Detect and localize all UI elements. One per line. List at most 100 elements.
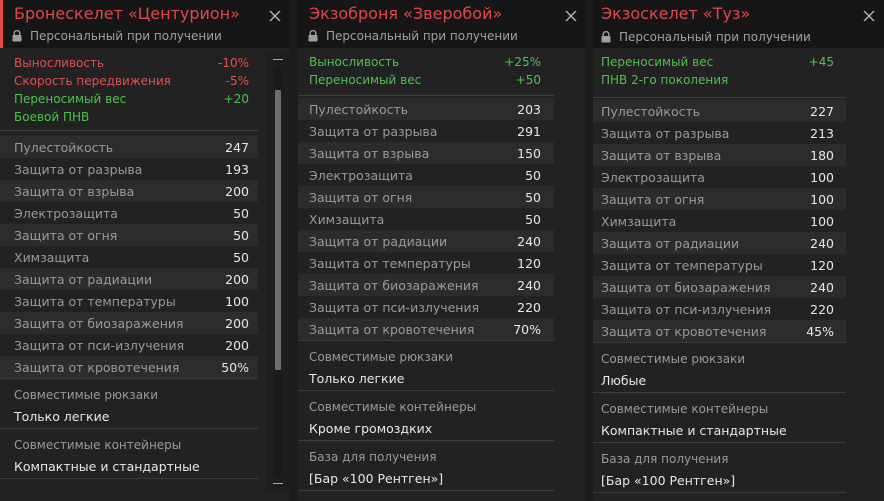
- stat-value: 213: [810, 125, 834, 141]
- stat-row: Защита от радиации 240: [298, 230, 554, 252]
- stat-row: Химзащита 100: [593, 210, 846, 232]
- scroll-down-button[interactable]: [273, 483, 283, 484]
- lock-icon: [12, 30, 22, 42]
- stat-name: Пулестойкость: [309, 101, 409, 117]
- stat-row: Защита от пси-излучения 220: [298, 296, 554, 318]
- item-panel-centurion: Бронескелет «Центурион» Персональный при…: [0, 0, 290, 501]
- stat-name: Химзащита: [309, 211, 385, 227]
- stat-value: 50: [233, 227, 249, 243]
- effects-section: Выносливость +25% Переносимый вес +50: [298, 48, 554, 96]
- close-button[interactable]: [859, 6, 879, 26]
- info-label: Совместимые рюкзаки: [14, 388, 159, 402]
- stat-row: Пулестойкость 227: [593, 100, 846, 122]
- scroll-up-button[interactable]: [273, 59, 283, 60]
- stat-name: Защита от взрыва: [14, 183, 135, 199]
- info-label: Совместимые рюкзаки: [309, 350, 454, 364]
- scroll-thumb[interactable]: [275, 90, 281, 370]
- effect-row: Скорость передвижения -5%: [0, 72, 258, 90]
- stat-row: Защита от радиации 240: [593, 232, 846, 254]
- effect-value: +25%: [504, 55, 541, 69]
- info-label: База для получения: [309, 450, 437, 464]
- stat-name: Защита от разрыва: [601, 125, 730, 141]
- stat-row: Защита от разрыва 213: [593, 122, 846, 144]
- info-label: Совместимые рюкзаки: [601, 352, 746, 366]
- panel-header: Экзоскелет «Туз» Персональный при получе…: [593, 0, 884, 48]
- stat-name: Защита от радиации: [601, 235, 740, 251]
- stat-name: Электрозащита: [601, 169, 705, 185]
- stat-row: Химзащита 50: [298, 208, 554, 230]
- info-value: Компактные и стандартные: [14, 459, 200, 474]
- acquire-base: База для получения [Бар «100 Рентген»]: [593, 443, 846, 493]
- compat-containers: Совместимые контейнеры Кроме громоздких: [298, 391, 554, 441]
- stat-row: Защита от биозаражения 200: [0, 312, 258, 334]
- stat-value: 200: [225, 315, 249, 331]
- info-value: Только легкие: [14, 409, 110, 424]
- compat-containers: Совместимые контейнеры Компактные и стан…: [593, 393, 846, 443]
- stat-value: 240: [517, 277, 541, 293]
- stat-name: Пулестойкость: [14, 139, 114, 155]
- info-value: [Бар «100 Рентген»]: [309, 471, 444, 486]
- stat-row: Защита от разрыва 193: [0, 158, 258, 180]
- stat-value: 220: [517, 299, 541, 315]
- stat-value: 180: [810, 147, 834, 163]
- stat-name: Защита от температуры: [309, 255, 471, 271]
- stat-row: Защита от биозаражения 240: [593, 276, 846, 298]
- effect-name: Переносимый вес: [309, 73, 422, 87]
- binding-text: Персональный при получении: [326, 29, 518, 43]
- effect-name: Переносимый вес: [14, 92, 127, 106]
- stat-name: Защита от взрыва: [309, 145, 430, 161]
- stat-row: Электрозащита 100: [593, 166, 846, 188]
- stat-value: 50: [233, 205, 249, 221]
- effect-name: Боевой ПНВ: [14, 110, 90, 124]
- stat-name: Защита от огня: [14, 227, 118, 243]
- stat-name: Химзащита: [14, 249, 90, 265]
- binding-text: Персональный при получении: [30, 29, 222, 43]
- scroll-track[interactable]: [275, 66, 281, 478]
- stat-name: Защита от кровотечения: [14, 359, 180, 375]
- stat-name: Защита от кровотечения: [309, 321, 475, 337]
- stat-value: 240: [810, 279, 834, 295]
- binding-info: Персональный при получении: [601, 29, 811, 45]
- item-panel-zveroboy: Экзоброня «Зверобой» Персональный при по…: [298, 0, 586, 501]
- effect-name: Выносливость: [309, 55, 400, 69]
- stat-name: Защита от пси-излучения: [601, 301, 772, 317]
- effect-name: Переносимый вес: [601, 55, 714, 69]
- stat-row: Защита от пси-излучения 220: [593, 298, 846, 320]
- stat-name: Электрозащита: [14, 205, 118, 221]
- stat-row: Защита от пси-излучения 200: [0, 334, 258, 356]
- stat-name: Защита от пси-излучения: [309, 299, 480, 315]
- item-panel-tuz: Экзоскелет «Туз» Персональный при получе…: [593, 0, 884, 501]
- stat-row: Электрозащита 50: [298, 164, 554, 186]
- stat-value: 100: [810, 213, 834, 229]
- scrollbar[interactable]: [266, 52, 290, 492]
- panel-content: Переносимый вес +45 ПНВ 2-го поколения Пу…: [593, 48, 846, 493]
- close-button[interactable]: [265, 6, 285, 26]
- effect-row: ПНВ 2-го поколения: [593, 71, 846, 89]
- info-label: Совместимые контейнеры: [601, 402, 769, 416]
- stat-row: Защита от радиации 200: [0, 268, 258, 290]
- panel-header: Бронескелет «Центурион» Персональный при…: [0, 0, 290, 48]
- stat-value: 50: [525, 167, 541, 183]
- stat-value: 227: [810, 103, 834, 119]
- effect-row: Переносимый вес +45: [593, 53, 846, 71]
- stat-name: Защита от биозаражения: [601, 279, 771, 295]
- effects-section: Выносливость -10% Скорость передвижения -5…: [0, 48, 258, 131]
- stat-name: Защита от радиации: [14, 271, 153, 287]
- stat-value: 203: [517, 101, 541, 117]
- stat-name: Защита от взрыва: [601, 147, 722, 163]
- effect-row: Переносимый вес +20: [0, 90, 258, 108]
- stat-name: Защита от температуры: [601, 257, 763, 273]
- close-button[interactable]: [561, 6, 581, 26]
- stat-row: Защита от взрыва 200: [0, 180, 258, 202]
- stat-value: 50: [233, 249, 249, 265]
- item-title: Бронескелет «Центурион»: [14, 4, 240, 23]
- stat-value: 240: [517, 233, 541, 249]
- stat-row: Электрозащита 50: [0, 202, 258, 224]
- lock-icon: [601, 31, 611, 43]
- stat-value: 100: [810, 191, 834, 207]
- stat-value: 150: [517, 145, 541, 161]
- panel-header: Экзоброня «Зверобой» Персональный при по…: [298, 0, 586, 48]
- info-value: Любые: [601, 373, 647, 388]
- info-label: База для получения: [601, 452, 729, 466]
- acquire-base: База для получения [Бар «100 Рентген»]: [298, 441, 554, 491]
